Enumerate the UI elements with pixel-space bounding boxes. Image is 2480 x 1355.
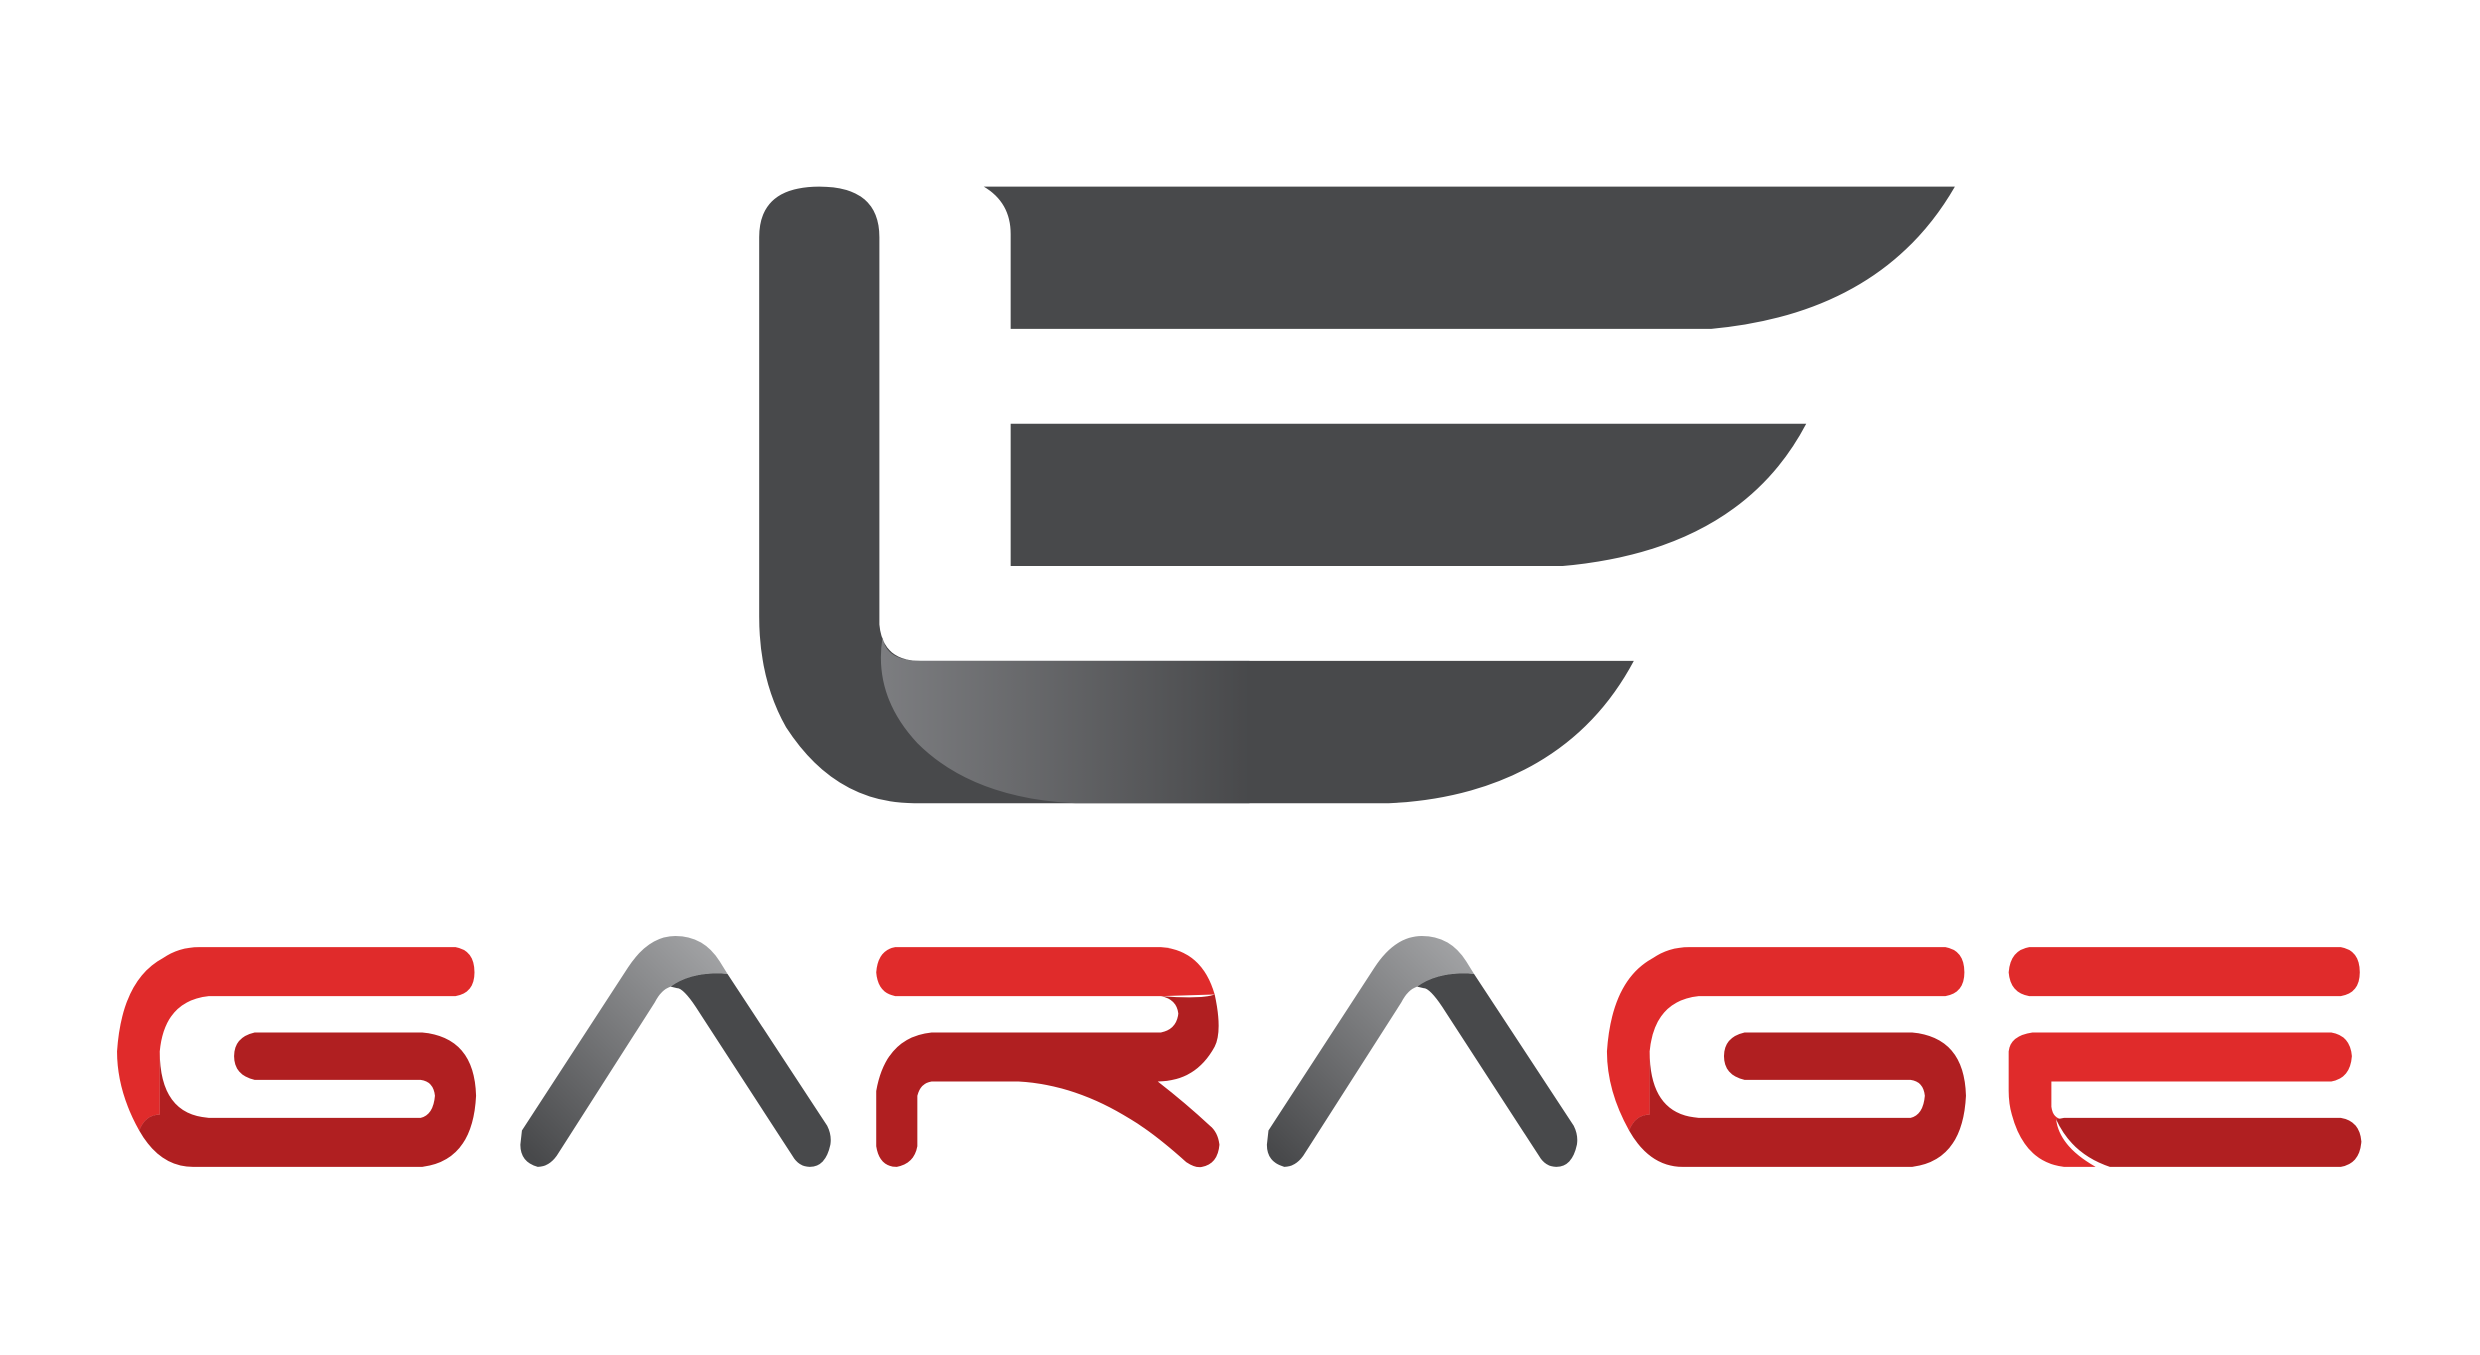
winged-le-monogram-icon — [759, 186, 1955, 804]
wordmark-letter-a — [1266, 936, 1578, 1167]
wordmark-letter-r — [876, 947, 1220, 1168]
wordmark-letter-a — [520, 936, 831, 1167]
monogram-l-foot-highlight — [880, 637, 1250, 804]
monogram-middle-wing — [1010, 423, 1807, 567]
wordmark-garage — [117, 936, 2362, 1168]
wordmark-letter-g — [1606, 947, 1966, 1167]
wordmark-letter-e — [2008, 947, 2362, 1167]
wordmark-letter-g — [117, 947, 477, 1167]
monogram-top-wing — [983, 186, 1955, 329]
